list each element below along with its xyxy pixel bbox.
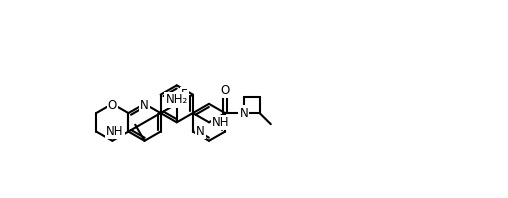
Text: NH₂: NH₂ (166, 93, 188, 107)
Text: O: O (108, 99, 117, 112)
Text: NH: NH (212, 116, 230, 129)
Text: NH: NH (106, 125, 124, 138)
Text: N: N (140, 99, 149, 112)
Text: N: N (239, 107, 248, 120)
Text: N: N (196, 125, 205, 138)
Text: O: O (220, 84, 230, 97)
Text: F: F (181, 88, 187, 101)
